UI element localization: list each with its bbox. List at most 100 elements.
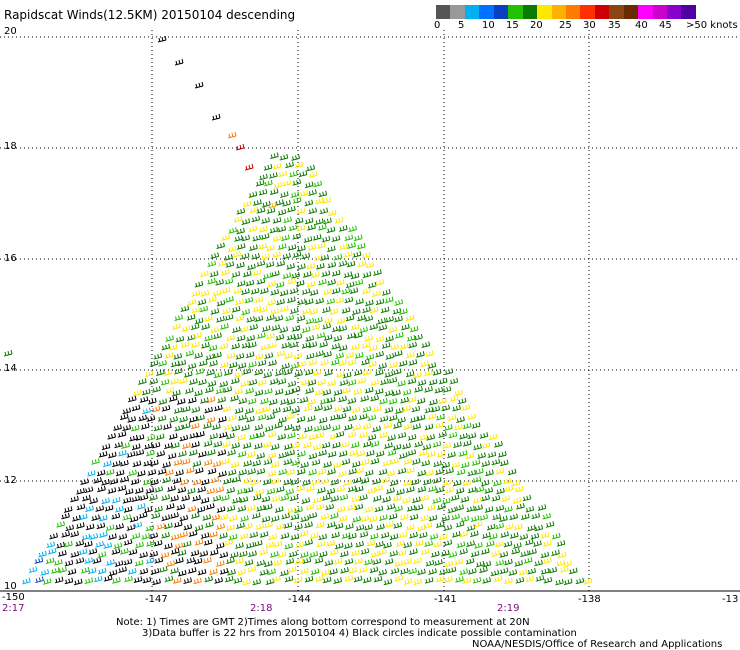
wind-barb	[393, 522, 403, 529]
wind-barb	[247, 397, 257, 405]
wind-barb	[417, 469, 426, 477]
wind-barb	[398, 531, 408, 539]
wind-barb	[364, 315, 374, 322]
wind-barb	[236, 522, 245, 530]
wind-barb	[154, 486, 164, 493]
wind-barb	[334, 558, 343, 565]
wind-barb	[296, 314, 306, 322]
wind-barb	[504, 485, 514, 493]
wind-barb	[292, 196, 302, 204]
wind-barb	[134, 487, 144, 494]
wind-barb	[279, 153, 289, 161]
wind-barb	[318, 416, 328, 424]
wind-barb	[392, 307, 402, 315]
wind-barb	[314, 254, 323, 261]
wind-barb	[339, 379, 349, 386]
lat-label-12: 12	[4, 475, 17, 486]
wind-barb	[396, 540, 405, 547]
wind-barb	[317, 468, 327, 476]
wind-barb	[137, 470, 146, 477]
wind-barb	[225, 296, 234, 303]
wind-barb	[364, 469, 374, 477]
wind-barb	[540, 532, 550, 539]
wind-barb	[335, 279, 345, 287]
wind-barb	[405, 370, 415, 378]
wind-barb	[40, 569, 50, 576]
wind-barb	[212, 460, 222, 468]
wind-barb	[322, 322, 332, 330]
wind-barb	[479, 432, 489, 439]
wind-barb	[217, 449, 227, 456]
wind-barb	[149, 360, 159, 367]
wind-barb	[389, 479, 399, 487]
wind-barb	[231, 377, 240, 385]
wind-barb	[280, 494, 290, 501]
wind-barb	[409, 325, 419, 333]
wind-barb	[172, 477, 182, 484]
wind-barb	[67, 568, 77, 576]
wind-barb	[150, 459, 159, 467]
wind-barb	[108, 569, 118, 577]
wind-barb	[263, 371, 272, 379]
wind-barb	[420, 514, 429, 522]
wind-barb	[345, 352, 354, 359]
wind-barb	[260, 233, 270, 240]
wind-barb	[528, 548, 537, 556]
wind-barb	[210, 252, 220, 259]
wind-barb	[426, 450, 436, 458]
wind-barb	[495, 522, 505, 530]
wind-barb	[131, 532, 141, 540]
wind-barb	[329, 548, 339, 556]
wind-barb	[301, 326, 311, 334]
wind-barb	[278, 452, 287, 459]
wind-barb	[241, 234, 251, 242]
wind-barb	[341, 441, 350, 448]
wind-barb	[459, 432, 468, 440]
wind-barb	[352, 476, 362, 484]
wind-barb	[514, 560, 524, 567]
wind-barb	[369, 306, 379, 314]
wind-barb	[336, 505, 346, 513]
wind-barb	[392, 494, 402, 502]
wind-barb	[108, 451, 117, 459]
wind-barb	[273, 181, 283, 189]
wind-barb	[304, 368, 314, 376]
wind-barb	[527, 524, 536, 532]
wind-barb	[444, 576, 453, 583]
wind-barb	[209, 531, 218, 538]
wind-barb	[334, 542, 344, 550]
wind-barb	[223, 369, 233, 376]
wind-barb	[367, 281, 377, 289]
wind-barb	[3, 349, 13, 357]
wind-barb	[221, 268, 230, 276]
wind-barb	[466, 524, 476, 532]
wind-barb	[555, 578, 564, 586]
wind-barb	[385, 521, 394, 528]
wind-barb	[406, 505, 416, 512]
wind-barb	[467, 432, 477, 440]
wind-barb	[338, 325, 348, 332]
wind-barb	[375, 450, 385, 458]
wind-barb	[302, 479, 311, 487]
wind-barb	[426, 504, 436, 511]
wind-barb	[326, 521, 336, 529]
wind-barb	[315, 197, 324, 205]
wind-barb	[451, 461, 461, 469]
wind-barb	[170, 495, 179, 502]
wind-barb	[51, 567, 60, 574]
wind-barb	[380, 378, 389, 386]
wind-barb	[287, 398, 296, 406]
wind-barb	[432, 368, 442, 376]
wind-barb	[232, 496, 241, 504]
wind-barb	[151, 441, 161, 449]
wind-barb	[309, 532, 319, 540]
wind-barb	[472, 497, 482, 504]
wind-barb	[409, 513, 419, 521]
wind-barb	[198, 451, 207, 458]
wind-barb	[435, 575, 445, 583]
wind-barb	[260, 287, 269, 295]
wind-barb	[308, 433, 318, 441]
wind-barb	[341, 458, 351, 466]
wind-barb	[390, 343, 399, 351]
wind-barb	[344, 558, 354, 565]
